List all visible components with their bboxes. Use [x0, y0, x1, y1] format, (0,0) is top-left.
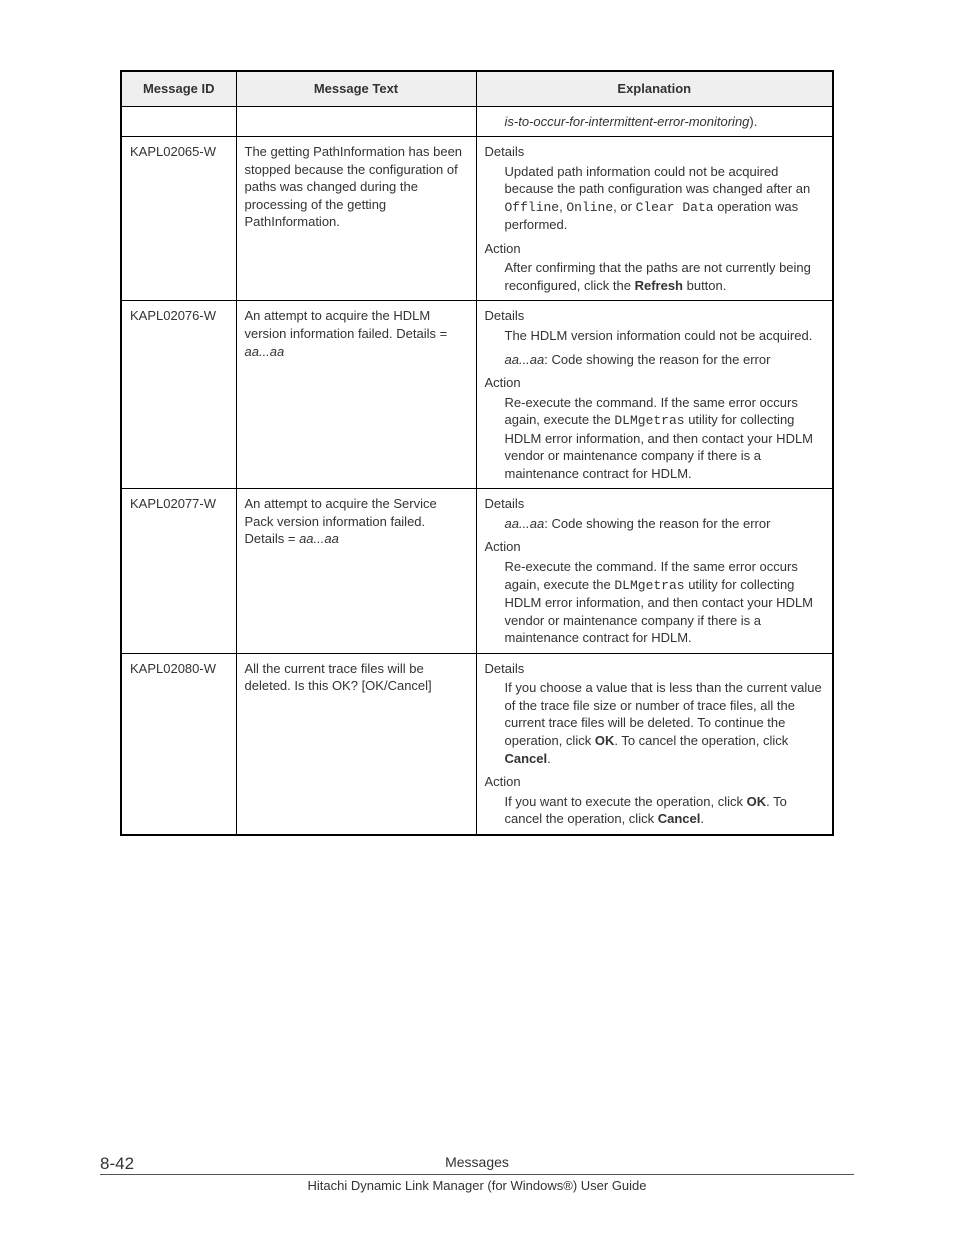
table-row: is-to-occur-for-intermittent-error-monit…	[121, 106, 833, 137]
cell-text	[236, 106, 476, 137]
page-footer: 8-42 Messages Hitachi Dynamic Link Manag…	[100, 1154, 854, 1195]
details-heading: Details	[485, 495, 825, 513]
page-number: 8-42	[100, 1154, 134, 1174]
cell-text: An attempt to acquire the Service Pack v…	[236, 489, 476, 653]
cell-explanation: Details If you choose a value that is le…	[476, 653, 833, 834]
cell-explanation: Details The HDLM version information cou…	[476, 301, 833, 489]
footer-section: Messages	[445, 1154, 509, 1170]
action-heading: Action	[485, 773, 825, 791]
cell-text: An attempt to acquire the HDLM version i…	[236, 301, 476, 489]
details-heading: Details	[485, 660, 825, 678]
col-header-text: Message Text	[236, 71, 476, 106]
action-text: Re-execute the command. If the same erro…	[505, 558, 825, 647]
action-text: After confirming that the paths are not …	[505, 259, 825, 294]
messages-table: Message ID Message Text Explanation is-t…	[120, 70, 834, 836]
table-row: KAPL02065-W The getting PathInformation …	[121, 137, 833, 301]
cell-id: KAPL02077-W	[121, 489, 236, 653]
cell-id: KAPL02076-W	[121, 301, 236, 489]
footer-doc-title: Hitachi Dynamic Link Manager (for Window…	[307, 1178, 646, 1193]
page: Message ID Message Text Explanation is-t…	[0, 0, 954, 1235]
details-text: Updated path information could not be ac…	[505, 163, 825, 234]
action-text: Re-execute the command. If the same erro…	[505, 394, 825, 483]
details-text: aa...aa: Code showing the reason for the…	[505, 351, 825, 369]
details-heading: Details	[485, 307, 825, 325]
cell-id: KAPL02080-W	[121, 653, 236, 834]
table-header-row: Message ID Message Text Explanation	[121, 71, 833, 106]
details-heading: Details	[485, 143, 825, 161]
table-row: KAPL02076-W An attempt to acquire the HD…	[121, 301, 833, 489]
table-row: KAPL02080-W All the current trace files …	[121, 653, 833, 834]
cell-explanation: is-to-occur-for-intermittent-error-monit…	[476, 106, 833, 137]
details-text: If you choose a value that is less than …	[505, 679, 825, 767]
table-row: KAPL02077-W An attempt to acquire the Se…	[121, 489, 833, 653]
cell-explanation: Details aa...aa: Code showing the reason…	[476, 489, 833, 653]
continuation-tail: ).	[749, 114, 757, 129]
continuation-italic: is-to-occur-for-intermittent-error-monit…	[505, 114, 750, 129]
cell-id: KAPL02065-W	[121, 137, 236, 301]
action-heading: Action	[485, 538, 825, 556]
col-header-explanation: Explanation	[476, 71, 833, 106]
details-text: The HDLM version information could not b…	[505, 327, 825, 345]
action-text: If you want to execute the operation, cl…	[505, 793, 825, 828]
cell-explanation: Details Updated path information could n…	[476, 137, 833, 301]
cell-text: All the current trace files will be dele…	[236, 653, 476, 834]
cell-text: The getting PathInformation has been sto…	[236, 137, 476, 301]
action-heading: Action	[485, 240, 825, 258]
action-heading: Action	[485, 374, 825, 392]
cell-id	[121, 106, 236, 137]
col-header-id: Message ID	[121, 71, 236, 106]
details-text: aa...aa: Code showing the reason for the…	[505, 515, 825, 533]
